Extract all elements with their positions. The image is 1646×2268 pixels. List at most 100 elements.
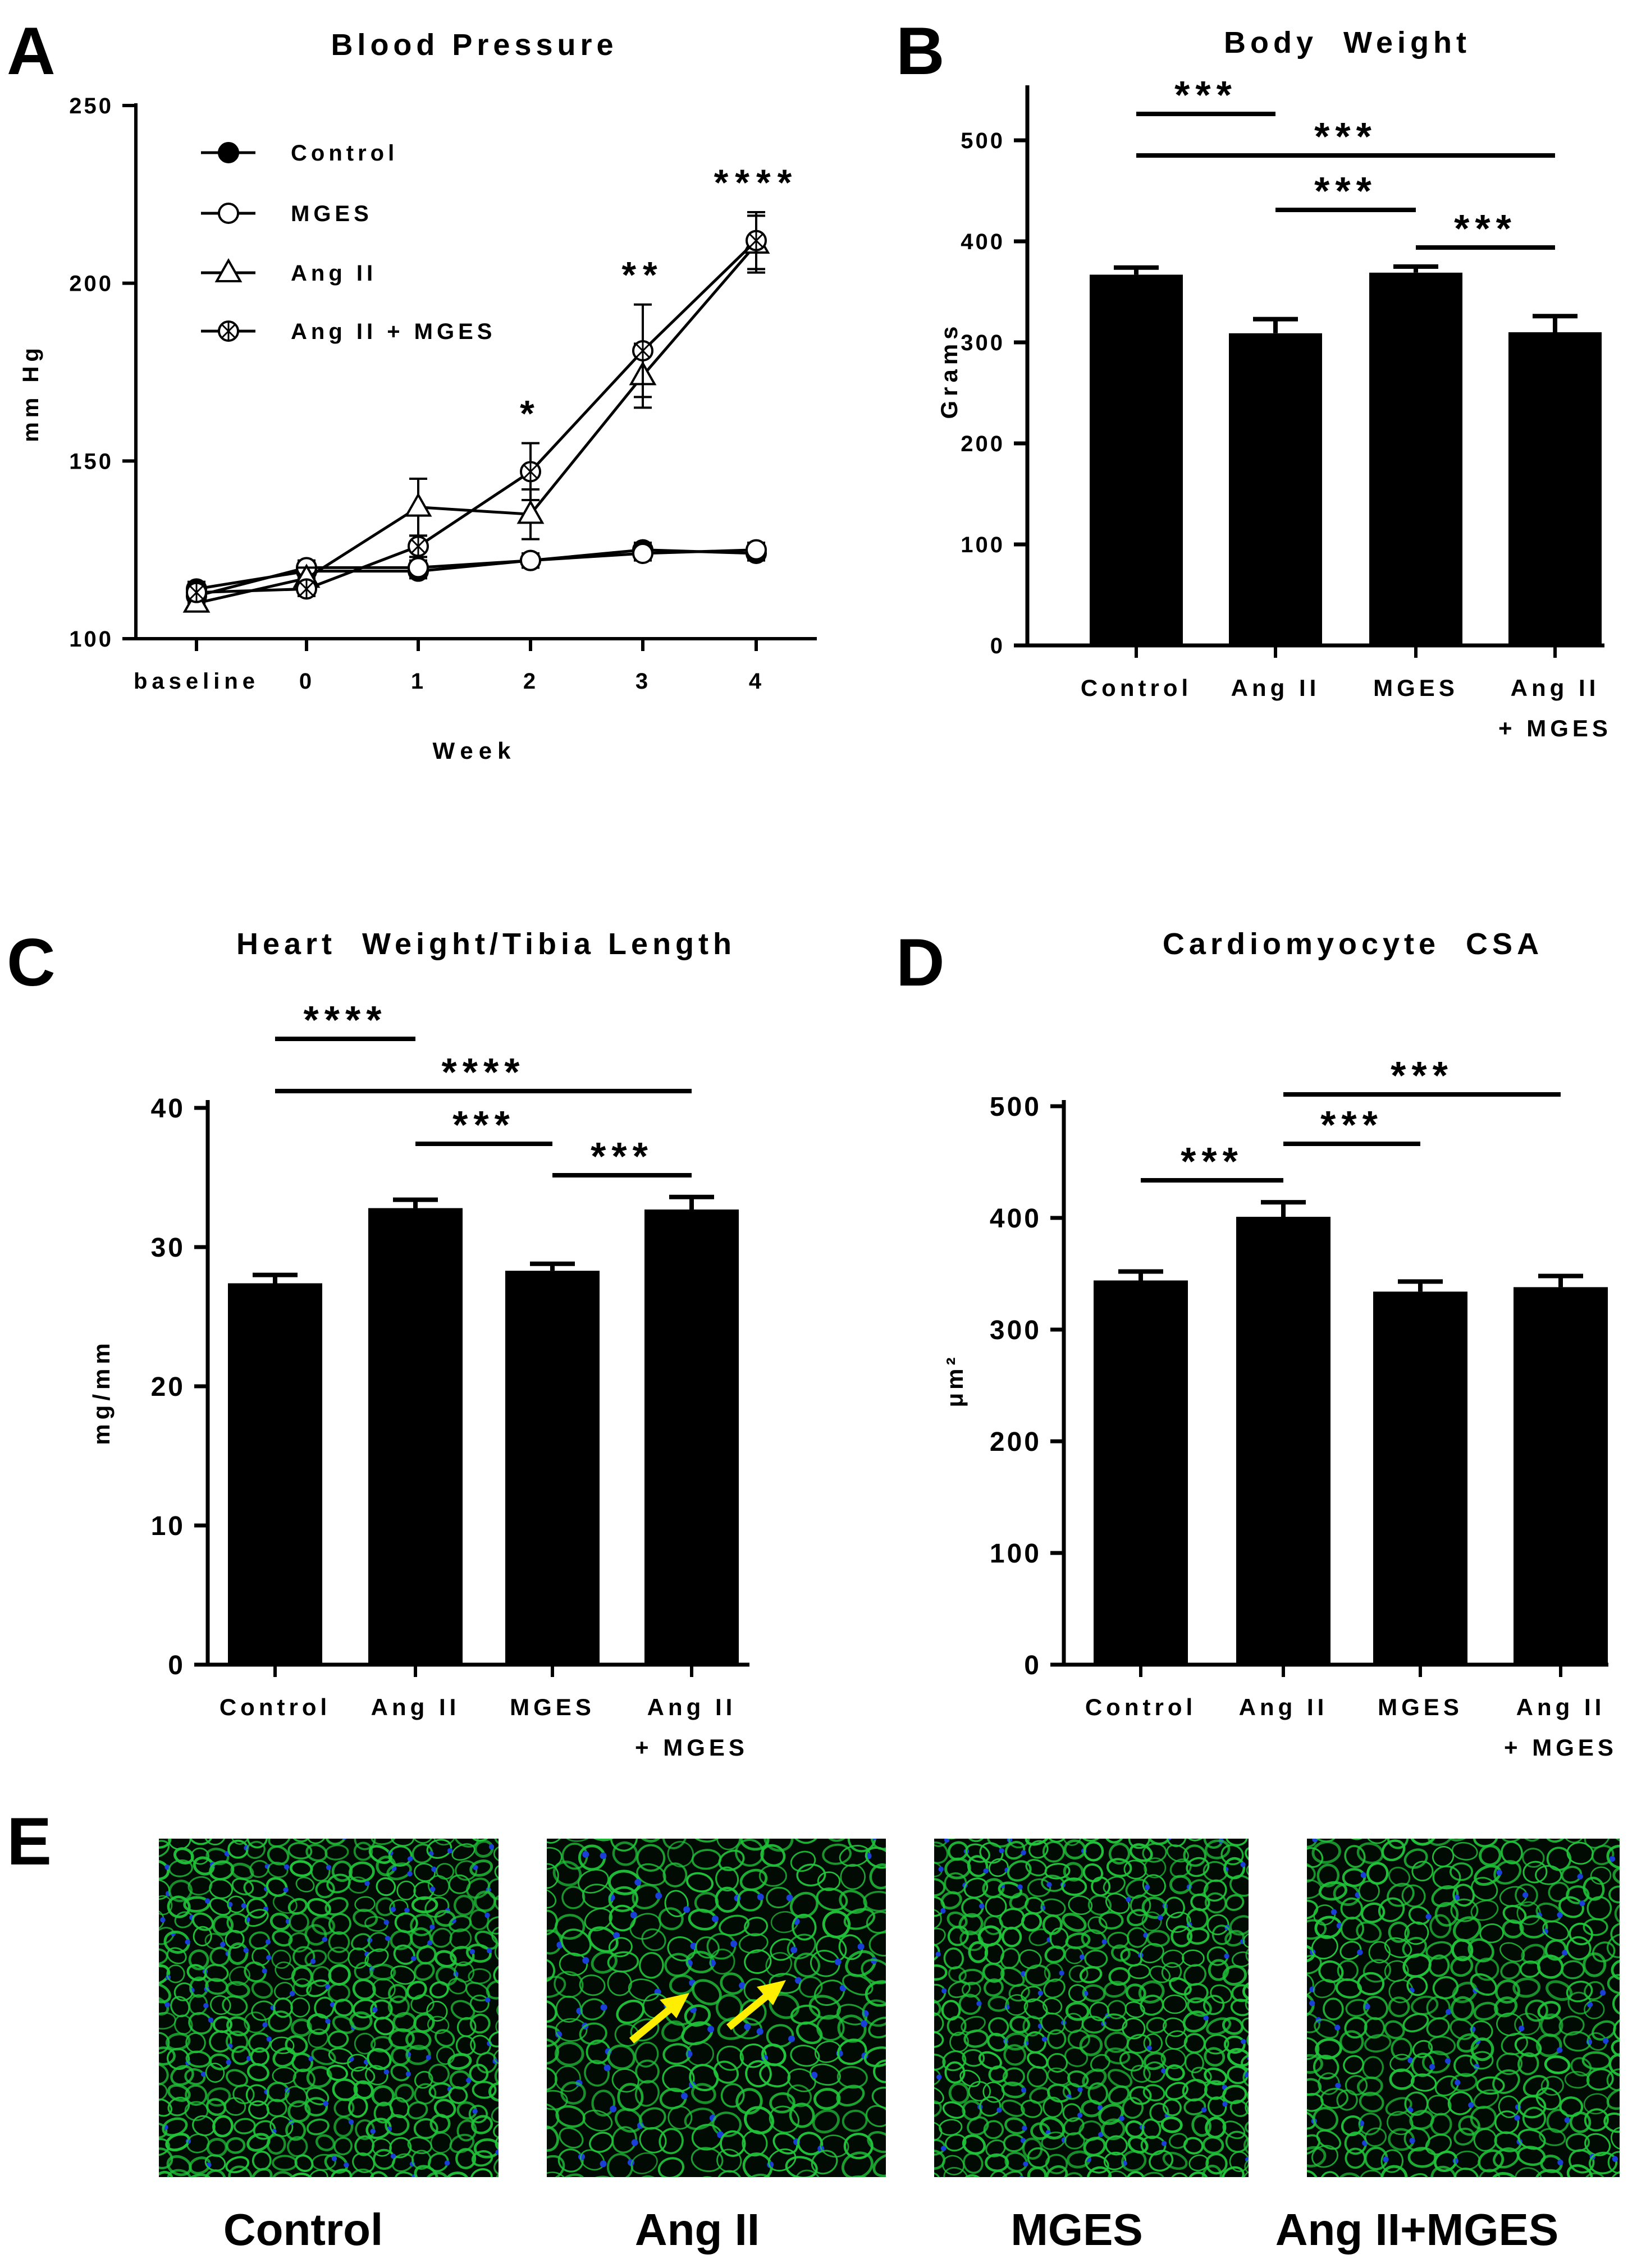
data-point bbox=[520, 549, 541, 571]
significance-label: *** bbox=[1391, 1053, 1453, 1097]
y-tick-label: 300 bbox=[961, 331, 1005, 355]
panel-letter-c: C bbox=[7, 925, 56, 1000]
significance-label: ** bbox=[621, 254, 664, 296]
y-tick-label: 10 bbox=[151, 1511, 185, 1541]
axes: 100 150 200 250 baseline 0 1 2 3 4 bbox=[69, 94, 817, 694]
y-tick-label: 500 bbox=[990, 1092, 1041, 1122]
legend-label: MGES bbox=[291, 201, 373, 226]
error-bar bbox=[1114, 265, 1159, 275]
plot-area: ************** bbox=[228, 998, 739, 1665]
legend-label: Control bbox=[291, 141, 398, 166]
micrograph-row: Control Ang II MGES Ang II+MGES bbox=[159, 1839, 1620, 2255]
legend-item: Control bbox=[201, 141, 398, 166]
significance-label: *** bbox=[591, 1134, 653, 1178]
y-axis-label: mm Hg bbox=[19, 343, 43, 442]
bar bbox=[228, 1283, 322, 1665]
data-point bbox=[516, 500, 545, 524]
x-tick-label: Ang II bbox=[1516, 1694, 1606, 1720]
x-axis-label: Week bbox=[433, 737, 516, 764]
marker-cross bbox=[299, 579, 314, 599]
error-bar bbox=[1253, 317, 1298, 333]
significance-label: *** bbox=[1174, 73, 1237, 117]
data-point bbox=[404, 492, 432, 517]
bar bbox=[1508, 332, 1602, 645]
bar bbox=[505, 1271, 600, 1665]
error-bar bbox=[393, 1197, 438, 1208]
y-tick-label: 40 bbox=[151, 1094, 185, 1124]
marker-cross bbox=[635, 341, 651, 360]
series-line bbox=[196, 548, 757, 598]
significance-label: *** bbox=[1320, 1103, 1383, 1147]
y-tick-label: 250 bbox=[69, 94, 113, 118]
micrograph-caption: Ang II+MGES bbox=[1275, 2205, 1559, 2255]
y-tick-label: 0 bbox=[990, 634, 1005, 658]
x-tick-label: 4 bbox=[749, 669, 763, 694]
micrograph-caption: MGES bbox=[1011, 2205, 1143, 2255]
x-tick-label: Control bbox=[220, 1694, 331, 1720]
bar bbox=[1373, 1291, 1467, 1665]
chart-title: Body Weight bbox=[1224, 26, 1471, 59]
cell-network bbox=[159, 1839, 499, 2177]
cardiomyocyte-csa-chart: Cardiomyocyte CSA μm² 0 100 200 300 400 500 Co… bbox=[941, 927, 1617, 1761]
y-tick-label: 400 bbox=[961, 230, 1005, 254]
micrograph-control bbox=[159, 1839, 499, 2177]
legend-item: MGES bbox=[201, 201, 373, 226]
error-bar bbox=[1261, 1200, 1306, 1217]
blood-pressure-chart: Blood Pressure mm Hg Week 100 150 200 250 ba… bbox=[19, 28, 817, 764]
heart-weight-chart: Heart Weight/Tibia Length mg/mm 0 10 20 30 4… bbox=[88, 927, 749, 1761]
panel-letter-d: D bbox=[896, 925, 945, 1000]
body-weight-chart: Body Weight Grams 0 100 200 300 400 500 Contro… bbox=[936, 26, 1608, 741]
marker-cross bbox=[523, 462, 538, 482]
y-tick-label: 100 bbox=[990, 1539, 1041, 1569]
bar bbox=[1369, 272, 1462, 645]
data-point bbox=[632, 340, 653, 361]
bar bbox=[1090, 274, 1183, 645]
data-point bbox=[218, 320, 239, 342]
marker-cross bbox=[189, 583, 204, 602]
y-tick-label: 300 bbox=[990, 1316, 1041, 1345]
marker-cross bbox=[221, 322, 236, 341]
significance-label: **** bbox=[714, 162, 799, 203]
data-point bbox=[520, 461, 541, 483]
x-tick-label: + MGES bbox=[1504, 1734, 1617, 1761]
y-tick-label: 500 bbox=[961, 129, 1005, 153]
bar bbox=[1229, 333, 1322, 645]
x-tick-label: 3 bbox=[635, 669, 650, 694]
x-tick-label: Ang II bbox=[1231, 675, 1320, 701]
data-point bbox=[218, 142, 239, 163]
y-tick-label: 200 bbox=[961, 432, 1005, 456]
micrograph-mges bbox=[934, 1839, 1249, 2177]
y-tick-label: 200 bbox=[990, 1427, 1041, 1457]
bar bbox=[644, 1209, 739, 1665]
cell-network bbox=[547, 1839, 886, 2177]
plot-area: ******* bbox=[182, 162, 799, 613]
bar bbox=[1236, 1217, 1330, 1665]
x-tick-label: Ang II bbox=[647, 1694, 737, 1720]
significance-label: *** bbox=[452, 1103, 515, 1147]
y-tick-label: 400 bbox=[990, 1204, 1041, 1234]
error-bar bbox=[669, 1194, 714, 1210]
series-line bbox=[196, 548, 757, 590]
data-point bbox=[296, 578, 317, 600]
error-bar bbox=[1533, 314, 1578, 332]
data-point bbox=[214, 258, 243, 282]
legend-item: Ang II bbox=[201, 258, 377, 286]
error-bar bbox=[1398, 1279, 1443, 1292]
panel-letter-a: A bbox=[7, 13, 56, 89]
significance-label: *** bbox=[1454, 207, 1517, 250]
y-axis-label: μm² bbox=[941, 1354, 968, 1407]
bar bbox=[368, 1208, 463, 1665]
legend-label: Ang II bbox=[291, 261, 377, 286]
y-tick-label: 20 bbox=[151, 1372, 185, 1402]
series-line bbox=[196, 243, 757, 605]
x-tick-label: + MGES bbox=[635, 1734, 748, 1761]
chart-title: Heart Weight/Tibia Length bbox=[236, 927, 736, 961]
chart-title: Blood Pressure bbox=[331, 28, 618, 62]
data-point bbox=[408, 557, 429, 579]
panel-letter-b: B bbox=[896, 13, 945, 89]
significance-label: **** bbox=[304, 998, 387, 1042]
x-tick-label: Ang II bbox=[1511, 675, 1600, 701]
error-bar bbox=[1118, 1269, 1163, 1281]
micrograph-ang-ii bbox=[547, 1839, 886, 2177]
x-tick-label: Control bbox=[1081, 675, 1192, 701]
